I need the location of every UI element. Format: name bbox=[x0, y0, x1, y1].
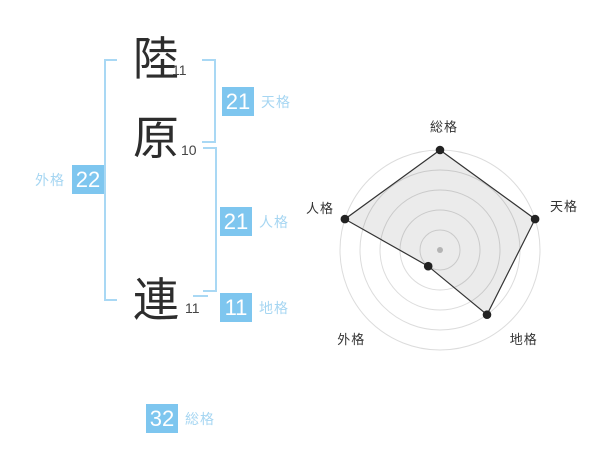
radar-grid-ring bbox=[379, 189, 501, 311]
name-char-surname-1: 陸 bbox=[133, 33, 179, 85]
jinkaku-value: 21 bbox=[223, 208, 249, 234]
jinkaku-bracket bbox=[203, 147, 217, 292]
gaikaku-score: 外格 22 bbox=[35, 165, 104, 194]
tenkaku-value-box: 21 bbox=[222, 87, 254, 116]
stroke-count-surname-2: 10 bbox=[181, 142, 197, 158]
jinkaku-score: 21 人格 bbox=[220, 207, 289, 236]
tenkaku-bracket bbox=[202, 59, 216, 143]
tenkaku-value: 21 bbox=[225, 88, 251, 114]
radar-vertex-dot bbox=[530, 214, 540, 224]
gaikaku-value: 22 bbox=[75, 166, 101, 192]
radar-data-polygon bbox=[343, 149, 536, 316]
radar-axis-label: 人格 bbox=[306, 201, 334, 216]
tenkaku-label: 天格 bbox=[261, 93, 291, 110]
soukaku-value-box: 32 bbox=[146, 404, 178, 433]
chikaku-value: 11 bbox=[224, 294, 248, 320]
chikaku-label: 地格 bbox=[259, 299, 289, 316]
gaikaku-bracket bbox=[104, 59, 117, 301]
chikaku-value-box: 11 bbox=[220, 293, 252, 322]
radar-vertex-dot bbox=[435, 145, 445, 155]
name-char-surname-2: 原 bbox=[133, 112, 179, 164]
radar-vertex-dot bbox=[340, 214, 350, 224]
stroke-count-given-1: 11 bbox=[185, 300, 200, 316]
tenkaku-score: 21 天格 bbox=[222, 87, 291, 116]
gaikaku-value-box: 22 bbox=[72, 165, 104, 194]
radar-center-dot bbox=[437, 247, 443, 253]
radar-axis-label: 地格 bbox=[510, 332, 538, 347]
name-char-given-1: 連 bbox=[133, 274, 179, 326]
radar-vertex-dot bbox=[423, 261, 433, 271]
radar-axis-label: 天格 bbox=[550, 199, 578, 214]
soukaku-label: 総格 bbox=[185, 410, 215, 427]
chikaku-score: 11 地格 bbox=[220, 293, 289, 322]
soukaku-value: 32 bbox=[149, 405, 175, 431]
radar-axis-label: 総格 bbox=[430, 120, 458, 135]
radar-axis-label: 外格 bbox=[337, 332, 365, 347]
radar-grid-ring bbox=[419, 229, 461, 271]
soukaku-score: 32 総格 bbox=[146, 404, 215, 433]
jinkaku-value-box: 21 bbox=[220, 207, 252, 236]
radar-vertex-dot bbox=[482, 310, 492, 320]
gaikaku-label: 外格 bbox=[35, 171, 65, 188]
stroke-count-surname-1: 11 bbox=[172, 62, 187, 78]
jinkaku-label: 人格 bbox=[259, 213, 289, 230]
chikaku-tick bbox=[193, 295, 208, 297]
